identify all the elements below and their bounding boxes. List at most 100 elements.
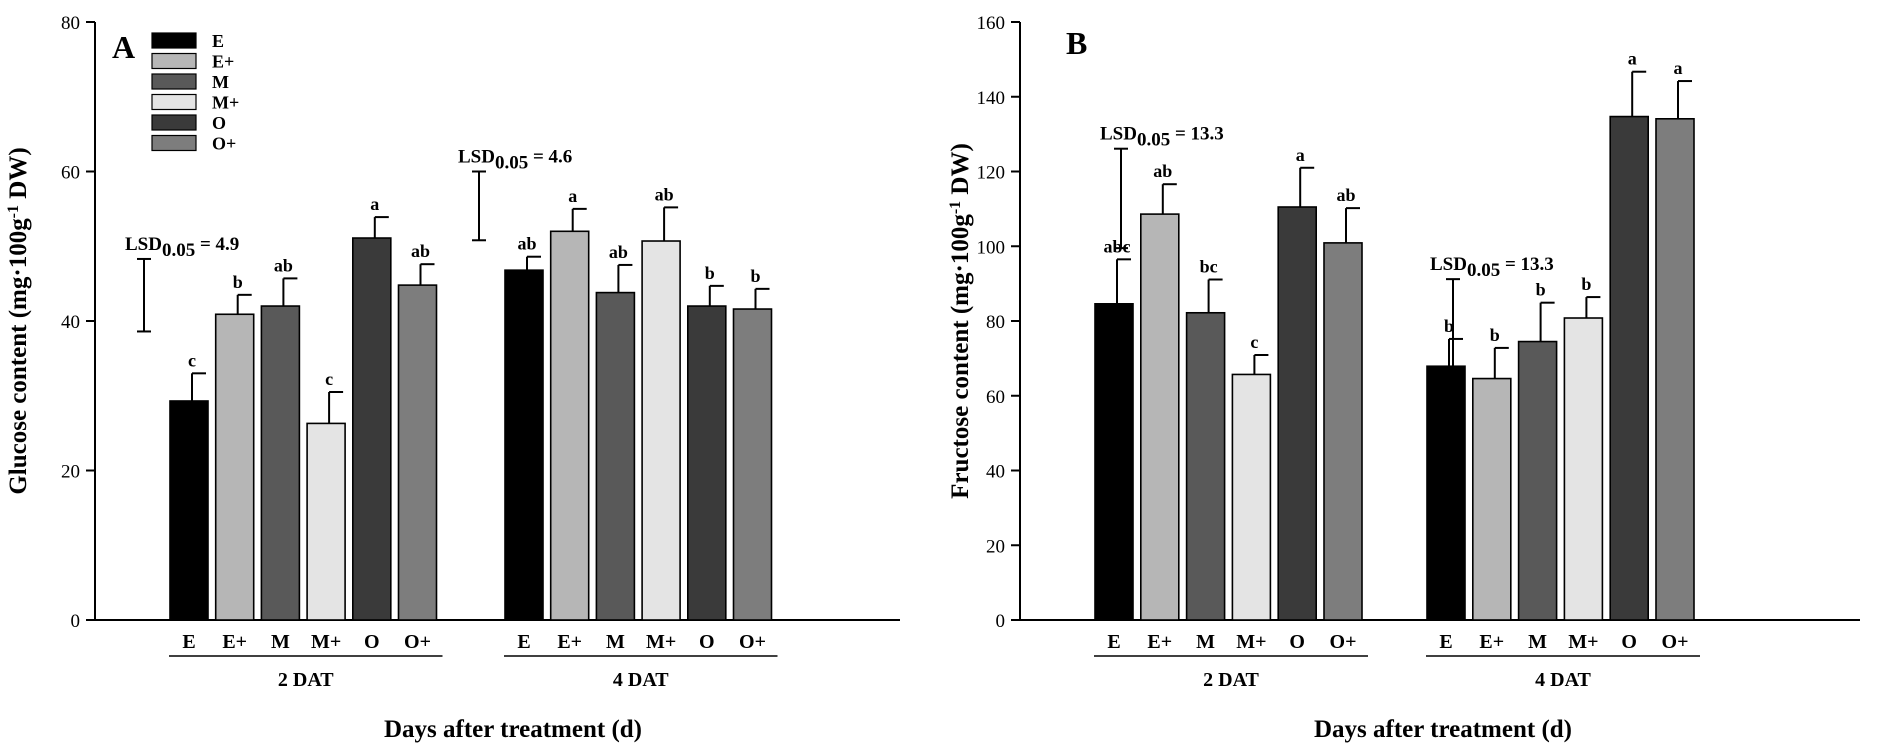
panel-a-significance-letter: a [568,186,577,206]
panel-a-x-category-label: O+ [739,631,766,653]
panel-b-group-label: 2 DAT [1203,669,1259,691]
panel-b-significance-letter: abc [1104,236,1131,256]
panel-a-group-label: 4 DAT [613,669,669,691]
panel-a-legend-swatch-e [151,32,197,49]
panel-b-y-tick-label: 40 [986,462,1005,483]
panel-a-legend-label-mplus: M+ [212,93,239,113]
panel-b-y-tick-label: 20 [986,536,1005,557]
panel-b-bar-eplus [1472,377,1512,621]
panel-a-legend-swatch-eplus [151,52,197,70]
panel-a-bar-m [595,291,636,621]
panel-a-significance-letter: b [705,263,715,283]
panel-b-bar-oplus [1323,242,1363,621]
panel-a-legend-swatch-m [151,73,197,90]
panel-a-legend-label-o: O [212,113,226,133]
panel-a-bar-mplus [306,422,346,621]
panel-a-significance-letter: b [233,272,243,292]
panel-a-y-tick-label: 60 [61,163,80,184]
panel-b-y-axis-label-tail: DW) [947,143,974,201]
panel-a-lsd-label-subscript: 0.05 [495,153,528,174]
panel-b-x-categories: E E+ M M+ O O+ 2 DAT E E+ M M+ O O+ 4 DAT [1094,631,1700,691]
panel-a-y-tick-label: 40 [61,312,80,333]
panel-b-lsd-label-prefix: LSD [1430,254,1467,275]
panel-b-bar-o [1609,115,1649,621]
panel-b-y-tick-label: 140 [977,88,1006,109]
panel-a-legend-label-oplus: O+ [212,134,236,154]
panel-a-bars: c b ab c a ab ab a ab ab b b [169,184,773,621]
panel-b-x-category-label: O [1289,631,1305,653]
panel-b-y-tick-label: 60 [986,387,1005,408]
panel-b-x-category-label: E+ [1479,631,1504,653]
panel-a-x-category-label: M+ [646,631,676,653]
panel-b-y-ticks: 0 20 40 60 80 100 120 140 160 [977,13,1020,632]
panel-b-significance-letter: bc [1200,257,1218,277]
panel-a-y-axis-label: Glucose content (mg·100g-1 DW) [5,147,33,494]
panel-b-x-category-label: E [1107,631,1120,653]
panel-b-bar-m [1517,340,1558,621]
panel-a-bar-e [504,269,544,621]
panel-a-x-category-label: M [271,631,290,653]
panel-b-y-axis-label-sup: -1 [947,201,964,214]
panel-a-significance-letter: ab [274,255,293,275]
panel-a-x-category-label: E+ [557,631,582,653]
panel-a-x-category-label: M [606,631,625,653]
panel-a-x-categories: E E+ M M+ O O+ 2 DAT E E+ M M+ O O+ 4 DAT [169,631,778,691]
panel-b-y-tick-label: 120 [977,163,1006,184]
panel-b-significance-letter: b [1536,280,1546,300]
panel-a-significance-letter: ab [411,241,430,261]
panel-b-significance-letter: a [1674,58,1683,78]
panel-a-significance-letter: b [750,266,760,286]
panel-a-bar-m [260,305,301,621]
panel-b-lsd-label-prefix: LSD [1100,124,1137,145]
panel-b-significance-letter: b [1444,316,1454,336]
panel-a-significance-letter: c [325,369,333,389]
panel-b-significance-letter: a [1296,145,1305,165]
panel-a-x-category-label: E [182,631,195,653]
panel-a-y-tick-label: 0 [71,611,81,632]
panel-b-lsd-label: LSD0.05 = 13.3 [1430,254,1554,281]
panel-a-bar-mplus [641,240,681,621]
panel-a-significance-letter: ab [517,234,536,254]
panel-a-lsd-label-prefix: LSD [458,147,495,168]
panel-a-label: A [112,29,135,65]
panel-b-bar-e [1094,303,1134,621]
panel-a-significance-letter: ab [609,242,628,262]
panel-b-bars: abc ab bc c a ab b b b b a a [1094,49,1695,621]
panel-b-bar-e [1426,365,1466,621]
panel-a-x-category-label: O [699,631,715,653]
panel-a-legend-swatch-oplus [151,134,197,152]
panel-a-x-category-label: M+ [311,631,341,653]
panel-b-x-category-label: E+ [1147,631,1172,653]
panel-a-lsd-label-value: = 4.9 [195,234,239,255]
panel-b-lsd-label-value: = 13.3 [1500,254,1554,275]
panel-a-glucose-chart: A Glucose content (mg·100g-1 DW) 0 20 40 60… [5,13,900,743]
panel-a-group-label: 2 DAT [278,669,334,691]
panel-b-x-category-label: M+ [1236,631,1266,653]
panel-b-y-tick-label: 0 [996,611,1006,632]
panel-b-x-category-label: O [1621,631,1637,653]
panel-b-bar-mplus [1231,373,1272,621]
panel-b-x-category-label: M [1528,631,1547,653]
panel-b-x-category-label: M [1196,631,1215,653]
panel-a-bar-eplus [549,230,590,621]
panel-a-bar-o [351,237,392,621]
panel-a-legend-label-e: E [212,31,224,51]
panel-b-significance-letter: b [1490,325,1500,345]
panel-a-y-tick-label: 20 [61,462,80,483]
panel-a-y-axis-label-sup: -1 [5,205,22,218]
panel-a-y-axis-label-tail: DW) [5,147,32,205]
panel-a-x-axis-label: Days after treatment (d) [384,716,642,743]
panel-b-y-axis-label: Fructose content (mg·100g-1 DW) [947,143,975,499]
panel-b-x-category-label: M+ [1568,631,1598,653]
panel-a-lsd-label: LSD0.05 = 4.9 [125,234,239,261]
panel-a-legend-label-m: M [212,72,229,92]
panel-a-x-category-label: O [364,631,380,653]
panel-b-bar-oplus [1655,118,1695,621]
panel-b-fructose-chart: B Fructose content (mg·100g-1 DW) 0 20 40 6… [947,13,1860,743]
panel-b-x-category-label: E [1439,631,1452,653]
panel-b-lsd-label-value: = 13.3 [1170,124,1224,145]
panel-b-x-category-label: O+ [1662,631,1689,653]
panel-b-lsd-label-subscript: 0.05 [1467,260,1500,281]
